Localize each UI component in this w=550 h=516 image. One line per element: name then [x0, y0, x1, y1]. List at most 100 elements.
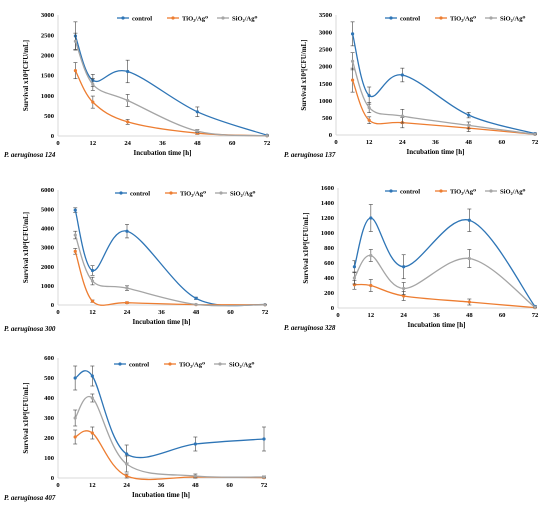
strain-label: P. aeruginosa 137 — [284, 151, 336, 159]
series-line-control — [74, 209, 266, 307]
data-point — [73, 249, 77, 253]
data-point — [90, 268, 95, 273]
data-point — [262, 437, 266, 441]
legend-label: SiO₂/Ag⁰ — [500, 15, 525, 22]
x-tick-label: 48 — [194, 140, 201, 147]
data-point — [369, 283, 373, 288]
y-tick-label: 5000 — [41, 206, 55, 213]
y-tick-label: 3000 — [41, 12, 55, 19]
y-tick-label: 1400 — [321, 200, 335, 207]
data-point — [90, 396, 94, 400]
data-point — [533, 305, 537, 309]
x-tick-label: 36 — [432, 139, 439, 146]
series-tio2 — [73, 62, 269, 138]
y-tick-label: 200 — [324, 290, 335, 297]
series-sio2 — [73, 32, 269, 138]
x-tick-label: 12 — [366, 139, 373, 146]
data-point — [91, 82, 95, 86]
legend-item-tio2: TiO₂/Ag⁰ — [435, 188, 476, 195]
series-control — [73, 365, 266, 464]
y-tick-label: 1000 — [41, 93, 55, 100]
x-tick-label: 48 — [193, 309, 200, 316]
x-axis-title: Incubation time [h] — [133, 318, 191, 326]
data-point — [352, 276, 357, 280]
data-point — [125, 286, 129, 290]
x-tick-label: 60 — [227, 309, 234, 316]
y-tick-label: 400 — [44, 395, 55, 402]
data-point — [90, 431, 94, 435]
x-tick-label: 60 — [229, 140, 236, 147]
x-tick-label: 12 — [368, 312, 375, 319]
legend-label: TiO₂/Ag⁰ — [450, 15, 476, 22]
data-point — [369, 253, 373, 258]
data-point — [194, 302, 198, 307]
y-tick-label: 500 — [322, 115, 333, 122]
data-point — [91, 100, 95, 104]
x-axis-title: Incubation time [h] — [134, 149, 192, 157]
x-tick-label: 24 — [124, 140, 131, 147]
legend-label: SiO₂/Ag⁰ — [232, 15, 257, 22]
y-tick-label: 2000 — [319, 64, 333, 71]
data-point — [402, 286, 406, 291]
series-line-control — [74, 370, 265, 459]
series-control — [73, 21, 269, 137]
x-tick-label: 0 — [336, 312, 340, 319]
series-line-tio2 — [351, 79, 536, 135]
legend-label: control — [130, 190, 150, 197]
y-tick-label: 2500 — [319, 46, 333, 53]
legend-label: TiO₂/Ag⁰ — [179, 361, 205, 368]
data-point — [125, 229, 129, 233]
legend-item-control: control — [385, 15, 420, 22]
x-tick-label: 0 — [56, 140, 60, 147]
y-tick-label: 500 — [44, 113, 55, 120]
y-tick-label: 300 — [44, 415, 55, 422]
data-point — [195, 129, 199, 133]
data-point — [195, 110, 199, 114]
y-tick-label: 3000 — [319, 29, 333, 36]
series-sio2 — [352, 249, 537, 309]
y-tick-label: 2500 — [41, 32, 55, 39]
y-tick-label: 200 — [44, 435, 55, 442]
data-point — [193, 474, 197, 478]
data-point — [265, 134, 269, 138]
series-line-tio2 — [354, 283, 536, 309]
data-point — [350, 32, 355, 36]
strain-label: P. aeruginosa 407 — [4, 494, 56, 502]
x-tick-label: 48 — [465, 139, 472, 146]
y-tick-label: 600 — [44, 355, 55, 362]
legend-label: SiO₂/Ag⁰ — [230, 190, 255, 197]
y-axis-title: Survival x10⁴[CFU/mL] — [22, 212, 30, 283]
legend-label: TiO₂/Ag⁰ — [180, 190, 206, 197]
data-point — [126, 120, 130, 124]
data-point — [262, 475, 266, 479]
y-axis-title: Survival x10⁴[CFU/mL] — [22, 382, 30, 453]
y-tick-label: 500 — [44, 375, 55, 382]
data-point — [73, 416, 77, 420]
legend-item-sio2: SiO₂/Ag⁰ — [215, 190, 255, 197]
y-tick-label: 0 — [51, 302, 55, 309]
legend-item-tio2: TiO₂/Ag⁰ — [435, 15, 476, 22]
legend-label: TiO₂/Ag⁰ — [182, 15, 208, 22]
legend: control TiO₂/Ag⁰ SiO₂/Ag⁰ — [385, 15, 525, 22]
data-point — [400, 73, 404, 77]
legend-item-tio2: TiO₂/Ag⁰ — [165, 190, 206, 197]
legend-item-control: control — [385, 188, 420, 195]
series-tio2 — [73, 248, 267, 307]
legend-item-sio2: SiO₂/Ag⁰ — [214, 361, 254, 368]
chart-panel-4: 0 200 400 600 800 1000 1200 1400 1600 0 12 24 36 48 60… — [284, 185, 539, 332]
series-sio2 — [73, 393, 266, 479]
legend-item-tio2: TiO₂/Ag⁰ — [167, 15, 208, 22]
x-tick-label: 36 — [433, 312, 440, 319]
legend-item-tio2: TiO₂/Ag⁰ — [164, 361, 205, 368]
x-tick-label: 72 — [532, 312, 539, 319]
data-point — [350, 59, 355, 63]
y-tick-label: 1000 — [41, 283, 55, 290]
y-tick-label: 6000 — [41, 187, 55, 194]
data-point — [194, 296, 198, 300]
series-line-sio2 — [74, 234, 266, 307]
data-point — [90, 299, 95, 303]
x-tick-label: 0 — [56, 309, 60, 316]
data-point — [126, 69, 130, 74]
x-tick-label: 36 — [158, 309, 165, 316]
data-point — [467, 218, 471, 222]
